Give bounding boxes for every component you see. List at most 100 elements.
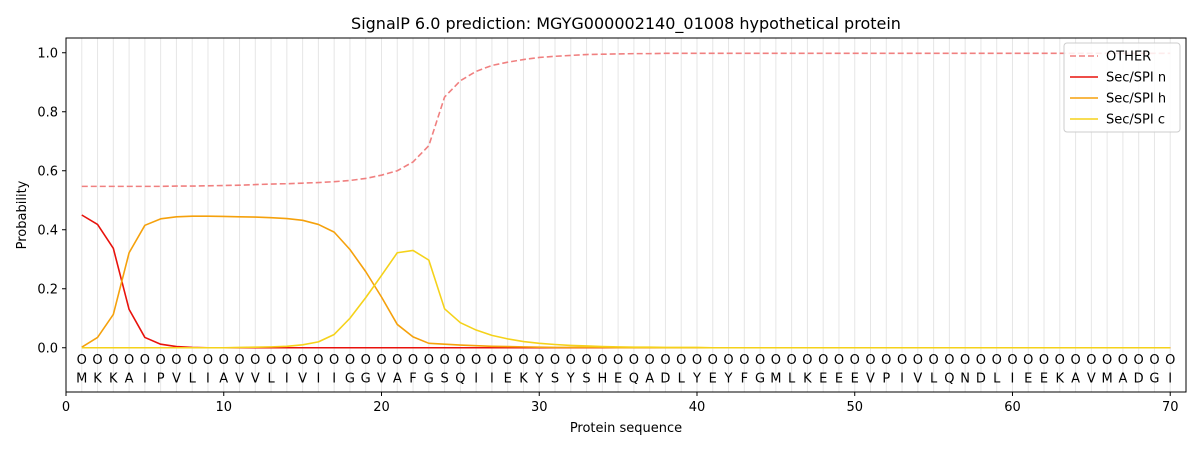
residue-label: H bbox=[597, 371, 607, 386]
x-tick-label: 20 bbox=[373, 400, 390, 415]
prediction-label: O bbox=[487, 353, 497, 368]
residue-label: V bbox=[235, 371, 244, 386]
residue-label: K bbox=[109, 371, 118, 386]
prediction-label: O bbox=[613, 353, 623, 368]
prediction-label: O bbox=[361, 353, 371, 368]
residue-label: S bbox=[582, 371, 590, 386]
residue-label: D bbox=[976, 371, 986, 386]
residue-label: Q bbox=[629, 371, 639, 386]
residue-label: L bbox=[267, 371, 275, 386]
prediction-label: O bbox=[692, 353, 702, 368]
residue-label: V bbox=[298, 371, 307, 386]
residue-label: K bbox=[519, 371, 528, 386]
residue-label: I bbox=[1168, 371, 1172, 386]
prediction-label: O bbox=[629, 353, 639, 368]
residue-label: G bbox=[1149, 371, 1159, 386]
prediction-label: O bbox=[645, 353, 655, 368]
x-axis-label: Protein sequence bbox=[570, 421, 682, 436]
residue-label: K bbox=[93, 371, 102, 386]
prediction-label: O bbox=[439, 353, 449, 368]
residue-label: A bbox=[1118, 371, 1127, 386]
prediction-label: O bbox=[424, 353, 434, 368]
plot-frame bbox=[65, 37, 1187, 393]
prediction-label: O bbox=[1134, 353, 1144, 368]
prediction-label: O bbox=[503, 353, 513, 368]
prediction-label: O bbox=[313, 353, 323, 368]
residue-label: Q bbox=[455, 371, 465, 386]
residue-label: F bbox=[741, 371, 748, 386]
prediction-label: O bbox=[1149, 353, 1159, 368]
residue-label: E bbox=[1024, 371, 1032, 386]
residue-label: V bbox=[866, 371, 875, 386]
residue-label: Y bbox=[724, 371, 733, 386]
residue-label: E bbox=[614, 371, 622, 386]
prediction-label: O bbox=[771, 353, 781, 368]
prediction-label: O bbox=[976, 353, 986, 368]
prediction-label: O bbox=[1165, 353, 1175, 368]
prediction-label: O bbox=[187, 353, 197, 368]
prediction-label: O bbox=[203, 353, 213, 368]
residue-label: I bbox=[1011, 371, 1015, 386]
y-tick-label: 0.6 bbox=[37, 164, 58, 179]
prediction-label: O bbox=[1086, 353, 1096, 368]
prediction-label: O bbox=[708, 353, 718, 368]
residue-label: V bbox=[377, 371, 386, 386]
residue-label: M bbox=[770, 371, 781, 386]
prediction-label: O bbox=[550, 353, 560, 368]
residue-label: I bbox=[474, 371, 478, 386]
vertical-gridlines bbox=[81, 38, 1171, 392]
prediction-label: O bbox=[850, 353, 860, 368]
prediction-label: O bbox=[992, 353, 1002, 368]
prediction-label: O bbox=[739, 353, 749, 368]
residue-label: L bbox=[678, 371, 686, 386]
residue-label: K bbox=[803, 371, 812, 386]
chart-title: SignalP 6.0 prediction: MGYG000002140_01… bbox=[351, 14, 901, 34]
prediction-label: O bbox=[597, 353, 607, 368]
residue-label: L bbox=[930, 371, 938, 386]
prediction-label: O bbox=[108, 353, 118, 368]
prediction-label: O bbox=[234, 353, 244, 368]
series-lines bbox=[81, 52, 1171, 349]
prediction-label: O bbox=[913, 353, 923, 368]
y-tick-label: 0.2 bbox=[37, 282, 58, 297]
residue-label: N bbox=[960, 371, 970, 386]
residue-label: Y bbox=[692, 371, 701, 386]
prediction-label: O bbox=[1055, 353, 1065, 368]
prediction-label: O bbox=[928, 353, 938, 368]
residue-label: E bbox=[1040, 371, 1048, 386]
prediction-label: O bbox=[140, 353, 150, 368]
series-line-sec-spi-n bbox=[81, 214, 1171, 349]
prediction-label: O bbox=[723, 353, 733, 368]
residue-label: Q bbox=[944, 371, 954, 386]
residue-label: G bbox=[345, 371, 355, 386]
prediction-label: O bbox=[345, 353, 355, 368]
residue-label: S bbox=[551, 371, 559, 386]
residue-label: I bbox=[285, 371, 289, 386]
residue-label: D bbox=[660, 371, 670, 386]
residue-label: E bbox=[819, 371, 827, 386]
residue-label: I bbox=[332, 371, 336, 386]
x-tick-label: 50 bbox=[846, 400, 863, 415]
prediction-label: O bbox=[881, 353, 891, 368]
prediction-label: O bbox=[266, 353, 276, 368]
prediction-label: O bbox=[156, 353, 166, 368]
prediction-label: O bbox=[171, 353, 181, 368]
series-line-sec-spi-h bbox=[81, 215, 1171, 349]
y-axis-label: Probability bbox=[15, 180, 30, 249]
residue-label: I bbox=[143, 371, 147, 386]
x-tick-label: 10 bbox=[215, 400, 232, 415]
y-tick-label: 0.0 bbox=[37, 341, 58, 356]
y-tick-label: 0.4 bbox=[37, 223, 58, 238]
residue-label: V bbox=[251, 371, 260, 386]
prediction-label: O bbox=[518, 353, 528, 368]
y-tick-label: 0.8 bbox=[37, 105, 58, 120]
prediction-label: O bbox=[124, 353, 134, 368]
residue-label: I bbox=[900, 371, 904, 386]
y-tick-label: 1.0 bbox=[37, 46, 58, 61]
x-axis-ticks: 0 10 20 30 40 50 60 70 bbox=[62, 392, 1178, 415]
prediction-label: O bbox=[92, 353, 102, 368]
prediction-label: O bbox=[1007, 353, 1017, 368]
x-tick-label: 40 bbox=[689, 400, 706, 415]
